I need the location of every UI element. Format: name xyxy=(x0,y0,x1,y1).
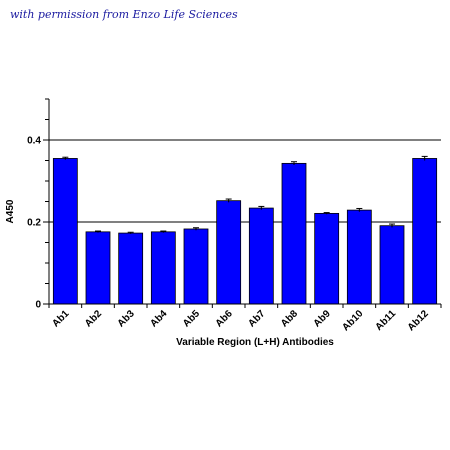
x-tick-label: Ab2 xyxy=(83,308,104,329)
bars xyxy=(52,155,438,305)
x-tick-label: Ab3 xyxy=(116,308,137,329)
bar xyxy=(118,232,144,305)
bar xyxy=(85,231,111,305)
bar xyxy=(412,158,438,305)
bar xyxy=(281,162,307,305)
x-tick-label: Ab6 xyxy=(214,308,235,329)
bar xyxy=(248,207,274,305)
bar xyxy=(346,209,372,305)
y-tick-label: 0.2 xyxy=(27,218,41,229)
bar xyxy=(183,228,209,305)
bar xyxy=(216,200,242,305)
x-tick-label: Ab4 xyxy=(148,308,169,329)
gridlines xyxy=(49,139,441,223)
x-tick-label: Ab7 xyxy=(246,308,267,329)
axes xyxy=(43,98,442,308)
x-tick-label: Ab5 xyxy=(181,308,202,329)
x-tick-label: Ab11 xyxy=(373,308,398,333)
x-tick-label: Ab9 xyxy=(312,308,333,329)
x-axis-title: Variable Region (L+H) Antibodies xyxy=(176,337,334,348)
y-axis-title: A450 xyxy=(5,199,16,223)
bar xyxy=(314,212,340,305)
x-tick-label: Ab10 xyxy=(340,308,365,333)
x-tick-label: Ab1 xyxy=(50,308,71,329)
x-tick-label: Ab8 xyxy=(279,308,300,329)
x-tick-label: Ab12 xyxy=(406,308,431,333)
bar xyxy=(150,231,176,305)
bar xyxy=(379,225,405,305)
y-tick-label: 0.4 xyxy=(27,136,41,147)
bar xyxy=(52,158,78,305)
credit-text: with permission from Enzo Life Sciences xyxy=(10,8,238,21)
y-tick-label: 0 xyxy=(35,300,41,311)
